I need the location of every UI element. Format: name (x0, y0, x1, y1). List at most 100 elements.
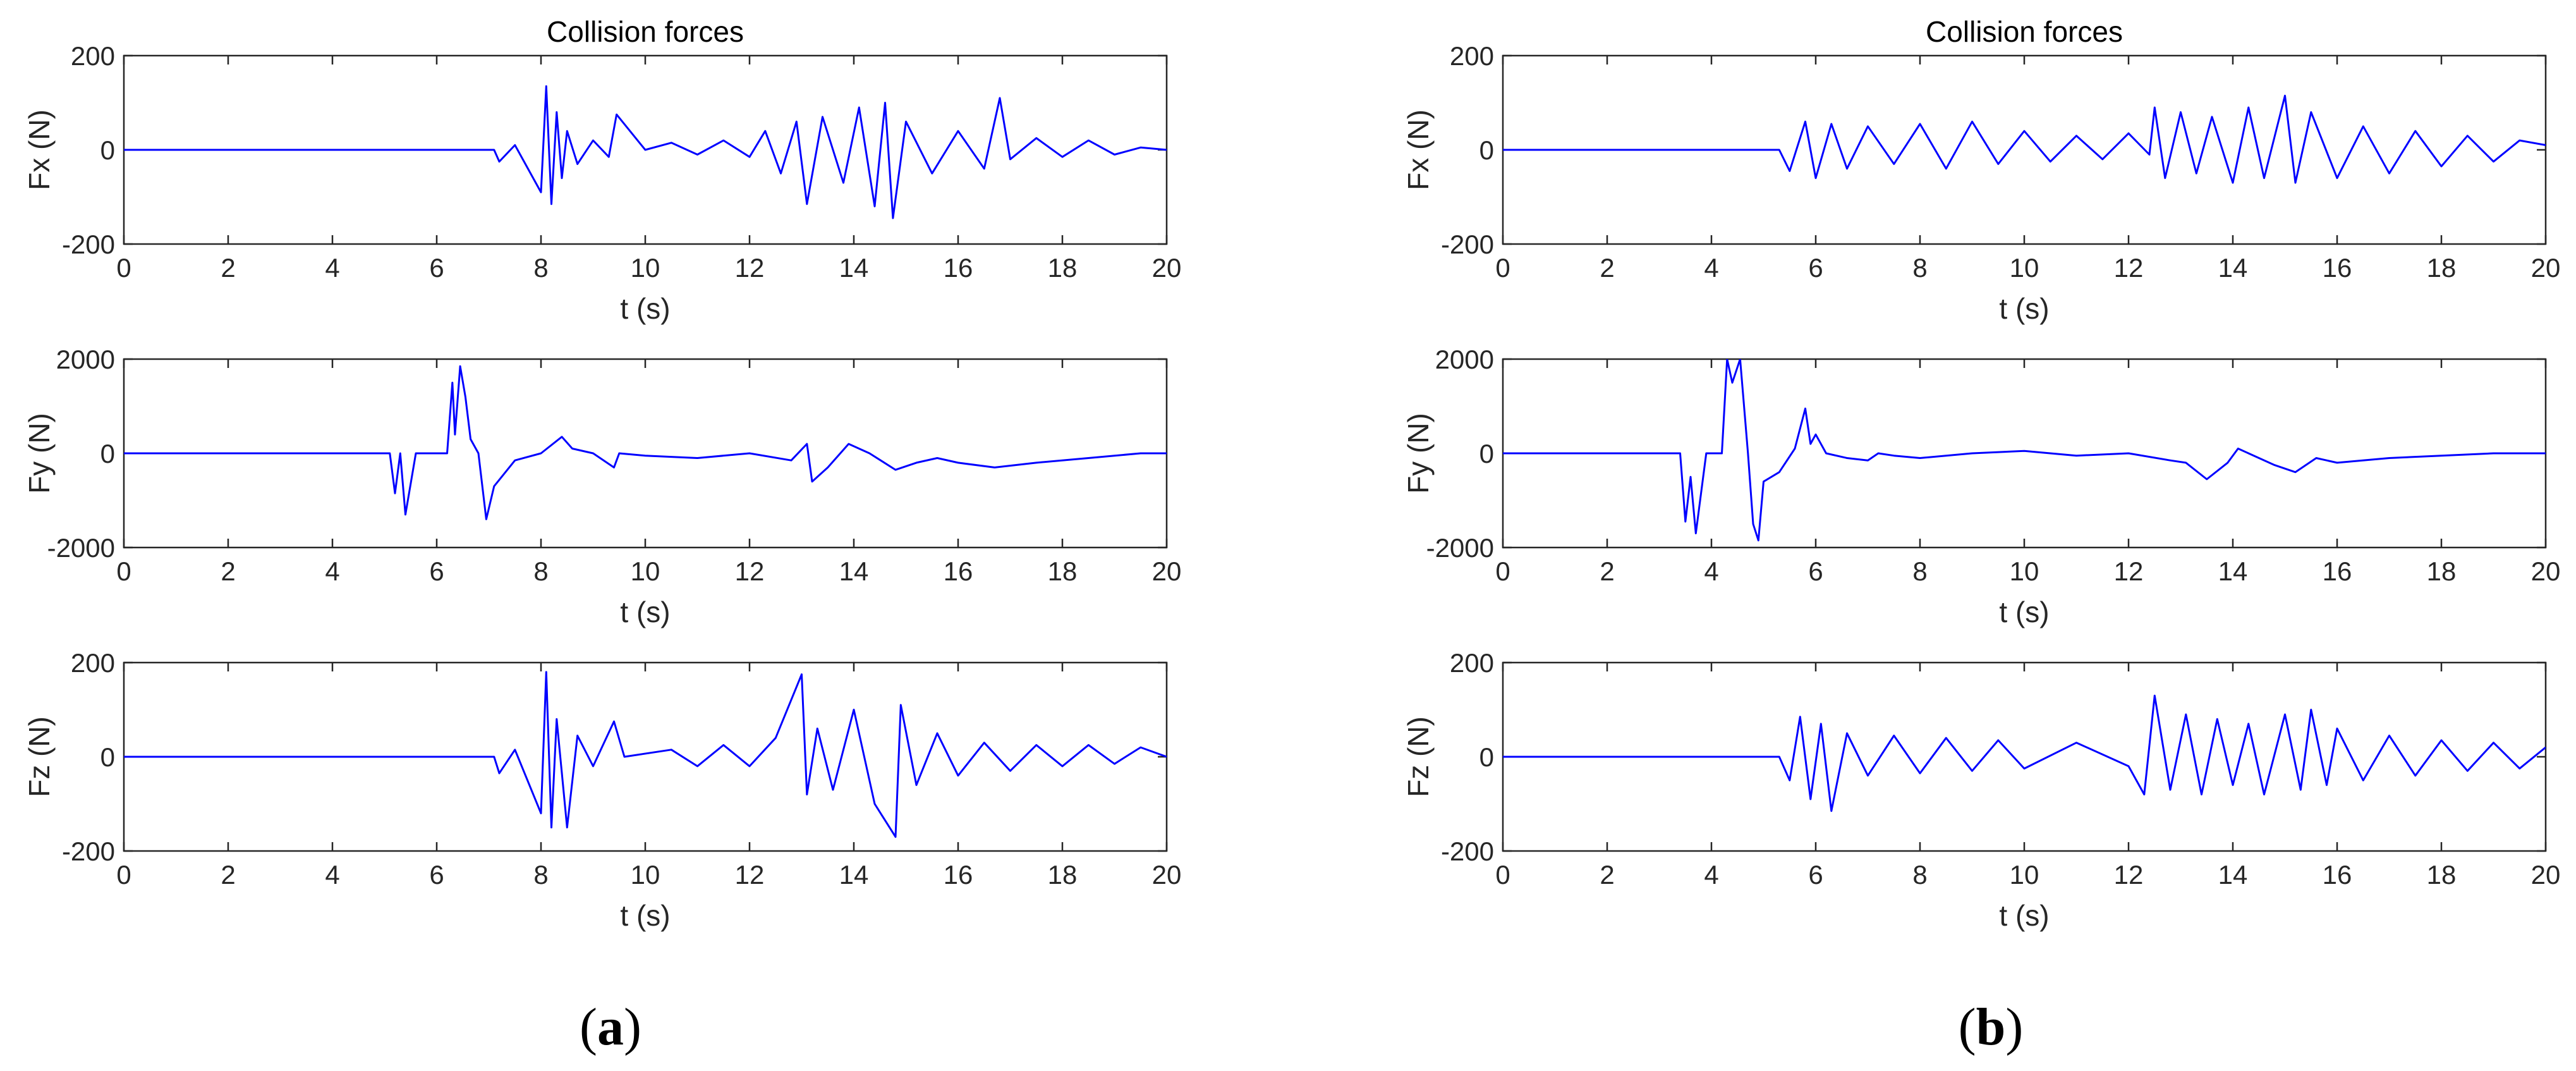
x-tick-label: 20 (2531, 556, 2561, 586)
x-tick-label: 18 (1048, 556, 1078, 586)
x-tick-label: 10 (631, 253, 660, 283)
panel-a-title: Collision forces (547, 15, 744, 48)
y-axis-label: Fy (N) (1402, 413, 1435, 494)
panel-b-title: Collision forces (1926, 15, 2123, 48)
x-tick-label: 16 (2323, 253, 2352, 283)
panel-a-caption: (a) (580, 998, 641, 1056)
x-tick-label: 6 (1808, 556, 1823, 586)
x-tick-label: 10 (2010, 253, 2039, 283)
x-tick-label: 20 (2531, 860, 2561, 890)
y-tick-label: 2000 (1435, 345, 1494, 374)
x-tick-label: 2 (1600, 253, 1614, 283)
x-tick-label: 18 (1048, 253, 1078, 283)
y-tick-label: 0 (1479, 742, 1494, 772)
y-axis-label: Fx (N) (23, 109, 56, 190)
x-tick-label: 0 (1495, 860, 1510, 890)
x-tick-label: 10 (2010, 556, 2039, 586)
x-tick-label: 0 (116, 556, 131, 586)
y-tick-label: -200 (1441, 836, 1494, 866)
x-tick-label: 2 (1600, 860, 1614, 890)
x-tick-label: 10 (631, 556, 660, 586)
x-tick-label: 8 (1912, 860, 1927, 890)
caption-open-paren: ( (580, 998, 597, 1056)
x-axis-label: t (s) (1999, 899, 2049, 932)
y-tick-label: 0 (1479, 439, 1494, 468)
x-tick-label: 4 (325, 253, 339, 283)
x-axis-label: t (s) (620, 596, 670, 628)
caption-close-paren: ) (624, 998, 641, 1056)
caption-close-paren: ) (2005, 998, 2023, 1056)
x-tick-label: 8 (1912, 556, 1927, 586)
series-line (124, 365, 1167, 520)
y-axis-label: Fz (N) (23, 716, 56, 797)
x-tick-label: 2 (221, 556, 235, 586)
y-tick-label: -200 (1441, 230, 1494, 259)
x-tick-label: 8 (533, 253, 548, 283)
y-tick-label: 0 (100, 135, 115, 165)
y-axis-label: Fx (N) (1402, 109, 1435, 190)
x-tick-label: 12 (2114, 860, 2144, 890)
x-axis-label: t (s) (620, 292, 670, 325)
x-tick-label: 4 (325, 556, 339, 586)
y-tick-label: 200 (71, 648, 115, 678)
x-tick-label: 16 (944, 860, 973, 890)
y-tick-label: 200 (71, 41, 115, 71)
y-axis-label: Fy (N) (23, 413, 56, 494)
y-tick-label: 0 (1479, 135, 1494, 165)
panel-b-caption: (b) (1959, 998, 2024, 1056)
caption-letter: a (597, 998, 624, 1056)
x-tick-label: 18 (2427, 253, 2457, 283)
x-tick-label: 4 (1704, 556, 1718, 586)
series-line (1503, 359, 2546, 542)
x-tick-label: 8 (533, 556, 548, 586)
x-tick-label: 20 (2531, 253, 2561, 283)
x-tick-label: 6 (1808, 253, 1823, 283)
y-tick-label: 200 (1450, 648, 1494, 678)
y-tick-label: -200 (62, 836, 115, 866)
x-tick-label: 14 (839, 556, 869, 586)
series-line (124, 85, 1167, 219)
x-tick-label: 12 (2114, 556, 2144, 586)
x-tick-label: 12 (735, 253, 765, 283)
x-tick-label: 12 (2114, 253, 2144, 283)
x-tick-label: 8 (1912, 253, 1927, 283)
x-tick-label: 6 (429, 253, 444, 283)
x-tick-label: 18 (2427, 556, 2457, 586)
x-tick-label: 16 (944, 253, 973, 283)
caption-open-paren: ( (1959, 998, 1976, 1056)
x-tick-label: 18 (2427, 860, 2457, 890)
x-tick-label: 20 (1152, 556, 1182, 586)
x-tick-label: 20 (1152, 253, 1182, 283)
y-tick-label: -2000 (1426, 533, 1494, 563)
x-tick-label: 10 (631, 860, 660, 890)
y-axis-label: Fz (N) (1402, 716, 1435, 797)
y-tick-label: -2000 (47, 533, 115, 563)
x-tick-label: 4 (1704, 860, 1718, 890)
x-tick-label: 20 (1152, 860, 1182, 890)
series-line (1503, 694, 2546, 812)
x-tick-label: 2 (1600, 556, 1614, 586)
series-line (1503, 94, 2546, 184)
x-tick-label: 18 (1048, 860, 1078, 890)
x-tick-label: 16 (2323, 556, 2352, 586)
x-tick-label: 14 (839, 253, 869, 283)
x-tick-label: 0 (1495, 253, 1510, 283)
x-tick-label: 6 (429, 860, 444, 890)
x-tick-label: 14 (839, 860, 869, 890)
y-tick-label: 0 (100, 439, 115, 468)
x-axis-label: t (s) (620, 899, 670, 932)
x-tick-label: 16 (944, 556, 973, 586)
y-tick-label: 2000 (56, 345, 115, 374)
y-tick-label: -200 (62, 230, 115, 259)
x-tick-label: 2 (221, 860, 235, 890)
caption-letter: b (1976, 998, 2006, 1056)
x-tick-label: 16 (2323, 860, 2352, 890)
